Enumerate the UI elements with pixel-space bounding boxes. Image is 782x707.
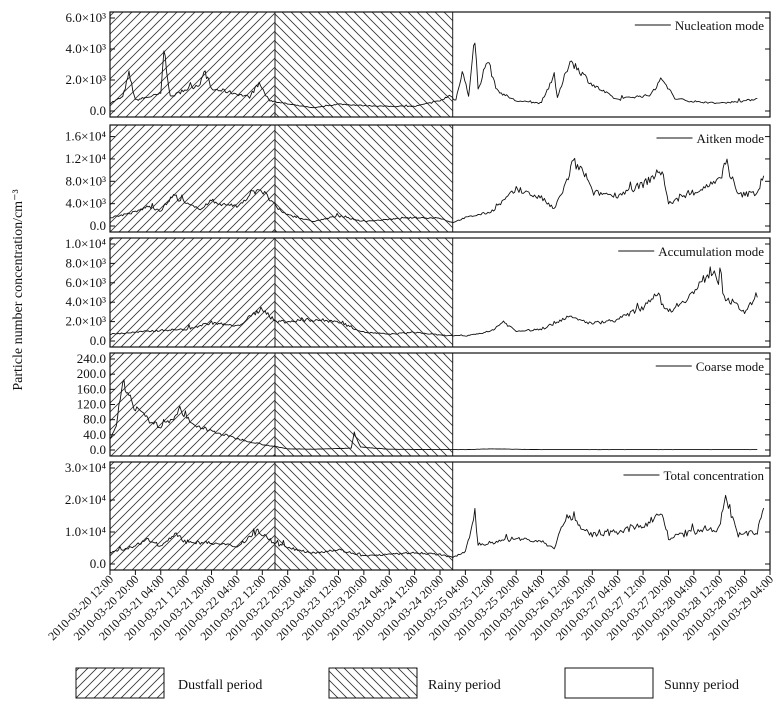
y-tick-label: 6.0×10³ xyxy=(66,275,107,290)
y-tick-label: 2.0×10³ xyxy=(66,314,107,329)
y-tick-label: 200.0 xyxy=(77,366,106,381)
y-tick-label: 1.2×10⁴ xyxy=(65,151,107,166)
series-label-aitken-mode: Aitken mode xyxy=(696,131,764,146)
dustfall-shading-aitken-mode xyxy=(110,125,275,232)
legend-swatch-sunny xyxy=(564,667,654,699)
legend-label-dustfall: Dustfall period xyxy=(178,678,262,693)
y-tick-label: 1.0×10⁴ xyxy=(65,524,107,539)
y-tick-label: 4.0×10³ xyxy=(66,196,107,211)
legend: Dustfall period Rainy period Sunny perio… xyxy=(75,667,739,699)
y-tick-label: 2.0×10³ xyxy=(66,72,107,87)
rainy-shading-coarse-mode xyxy=(275,353,453,456)
y-tick-label: 0.0 xyxy=(90,103,106,118)
y-tick-label: 0.0 xyxy=(90,556,106,571)
y-tick-label: 1.0×10⁴ xyxy=(65,236,107,251)
legend-item-dustfall: Dustfall period xyxy=(75,667,262,699)
dustfall-shading-nucleation-mode xyxy=(110,12,275,117)
legend-item-rainy: Rainy period xyxy=(328,667,501,699)
rainy-shading-aitken-mode xyxy=(275,125,453,232)
legend-item-sunny: Sunny period xyxy=(564,667,739,699)
y-tick-label: 80.0 xyxy=(83,412,106,427)
y-tick-label: 0.0 xyxy=(90,218,106,233)
legend-label-sunny: Sunny period xyxy=(664,678,739,693)
y-tick-label: 4.0×10³ xyxy=(66,294,107,309)
y-tick-label: 8.0×10³ xyxy=(66,173,107,188)
y-tick-label: 2.0×10⁴ xyxy=(65,492,107,507)
panel-frame-accumulation-mode xyxy=(109,237,771,348)
panel-nucleation-mode: 0.0 2.0×10³ 4.0×10³ 6.0×10³ Nucleation mode xyxy=(66,10,771,118)
series-line-coarse-mode xyxy=(109,379,758,451)
legend-swatch-dustfall xyxy=(75,667,165,699)
series-label-accumulation-mode: Accumulation mode xyxy=(658,244,764,259)
series-label-coarse-mode: Coarse mode xyxy=(696,359,764,374)
y-tick-label: 0.0 xyxy=(90,442,106,457)
series-line-nucleation-mode xyxy=(109,42,758,109)
series-line-total-concentration xyxy=(109,494,765,559)
panel-total-concentration: 0.0 1.0×10⁴ 2.0×10⁴ 3.0×10⁴ Total concentrat… xyxy=(65,460,771,571)
panel-frame-nucleation-mode xyxy=(109,11,771,118)
rainy-shading-accumulation-mode xyxy=(275,238,453,347)
y-tick-label: 6.0×10³ xyxy=(66,10,107,25)
panel-accumulation-mode: 0.0 2.0×10³ 4.0×10³ 6.0×10³ 8.0×10³ 1.0×10⁴ Ac… xyxy=(65,236,771,348)
panel-frame-aitken-mode xyxy=(109,124,771,233)
legend-swatch-rainy xyxy=(328,667,418,699)
series-label-nucleation-mode: Nucleation mode xyxy=(675,18,764,33)
dustfall-shading-total-concentration xyxy=(110,462,275,570)
y-tick-label: 0.0 xyxy=(90,333,106,348)
series-line-aitken-mode xyxy=(110,157,765,224)
dustfall-shading-accumulation-mode xyxy=(110,238,275,347)
y-tick-label: 4.0×10³ xyxy=(66,41,107,56)
dustfall-shading-coarse-mode xyxy=(110,353,275,456)
series-label-total-concentration: Total concentration xyxy=(663,468,764,483)
y-tick-label: 40.0 xyxy=(83,427,106,442)
y-tick-label: 120.0 xyxy=(77,397,106,412)
panel-aitken-mode: 0.0 4.0×10³ 8.0×10³ 1.2×10⁴ 1.6×10⁴ Aitken mo… xyxy=(65,124,771,233)
y-tick-label: 240.0 xyxy=(77,351,106,366)
y-tick-label: 160.0 xyxy=(77,381,106,396)
y-axis-label: Particle number concentration/cm⁻³ xyxy=(11,189,26,390)
legend-label-rainy: Rainy period xyxy=(428,678,501,693)
y-tick-label: 1.6×10⁴ xyxy=(65,129,107,144)
y-tick-label: 3.0×10⁴ xyxy=(65,460,107,475)
y-tick-label: 8.0×10³ xyxy=(66,255,107,270)
rainy-shading-nucleation-mode xyxy=(275,12,453,117)
series-line-accumulation-mode xyxy=(109,266,758,337)
